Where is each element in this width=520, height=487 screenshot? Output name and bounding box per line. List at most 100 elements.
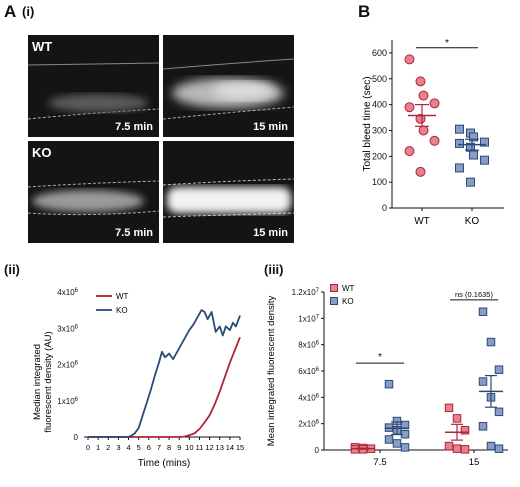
x-tick-label: 14 <box>226 443 234 452</box>
chart-bleed-time: 0 100 200 300 400 500 600 Total bleed time (sec… <box>362 38 504 227</box>
legend-label: WT <box>116 292 129 301</box>
data-point-ko <box>466 177 475 187</box>
panel-letter-a: A <box>4 2 17 21</box>
series-line-ko <box>88 309 241 438</box>
legend-label: WT <box>342 284 355 293</box>
legend-label: KO <box>116 306 128 315</box>
data-point-wt <box>404 102 415 113</box>
x-tick-label: 3 <box>116 443 120 452</box>
data-point-wt <box>404 146 415 157</box>
data-point-ko <box>384 379 394 389</box>
y-tick-label: 300 <box>372 125 387 135</box>
micrograph-time: 15 min <box>253 227 288 239</box>
micrograph-time: 15 min <box>253 121 288 133</box>
data-point-wt <box>418 90 429 101</box>
significance-label: * <box>445 38 449 49</box>
x-tick-label: 11 <box>196 443 204 452</box>
micrograph-ko-7-5: KO 7.5 min <box>28 141 159 243</box>
data-point-ko <box>494 444 504 453</box>
y-tick-label: 1.2x107 <box>292 288 320 297</box>
data-point-wt <box>418 125 429 136</box>
significance-label: * <box>378 352 382 363</box>
data-point-wt <box>415 166 426 177</box>
chart-mean-fluorescence: 0 2x106 4x106 6x106 8x106 1x107 1.2x107 Mean in… <box>266 284 508 468</box>
data-point-ko <box>455 138 464 148</box>
data-point-wt <box>404 54 415 65</box>
data-point-ko <box>400 443 410 452</box>
data-point-ko <box>469 132 478 142</box>
x-tick-label: WT <box>414 216 430 227</box>
data-point-wt <box>415 76 426 87</box>
data-point-ko <box>486 337 496 347</box>
y-axis-title: Mean integrated fluorescent density <box>266 296 277 447</box>
data-point-wt <box>415 113 426 124</box>
x-tick-label: 12 <box>205 443 213 452</box>
y-tick-label: 3x106 <box>57 324 78 333</box>
y-tick-label: 2x106 <box>57 361 78 370</box>
x-tick-label: 15 <box>469 457 480 468</box>
data-point-wt <box>452 444 462 453</box>
x-tick-label: 7.5 <box>373 457 386 468</box>
y-tick-label: 6x106 <box>298 367 319 376</box>
y-tick-label: 0 <box>315 446 320 455</box>
x-tick-label: KO <box>465 216 480 227</box>
micrograph-time: 7.5 min <box>115 227 153 239</box>
x-tick-label: 1 <box>96 443 100 452</box>
series-line-wt <box>88 336 241 438</box>
data-point-wt <box>444 441 454 451</box>
y-tick-label: 4x106 <box>298 393 319 402</box>
x-tick-label: 10 <box>185 443 193 452</box>
panel-label-a-ii: (ii) <box>4 262 20 277</box>
data-point-wt <box>444 403 454 413</box>
y-tick-label: 0 <box>382 203 387 213</box>
significance-label: ns (0.1635) <box>455 290 493 299</box>
y-tick-label: 600 <box>372 48 387 58</box>
y-tick-label: 1x106 <box>57 397 78 406</box>
panel-letter-b: B <box>358 2 371 21</box>
y-tick-label: 100 <box>372 177 387 187</box>
data-point-wt <box>452 414 462 423</box>
panel-label-a-i: (i) <box>22 4 35 19</box>
micrograph-label-ko: KO <box>32 145 52 160</box>
data-point-ko <box>392 439 402 448</box>
data-point-ko <box>480 155 489 165</box>
data-point-ko <box>480 137 489 147</box>
legend-label: KO <box>342 297 354 306</box>
data-point-ko <box>384 435 394 444</box>
y-tick-label: 2x106 <box>298 420 319 429</box>
y-tick-label: 1x107 <box>298 314 319 323</box>
x-tick-label: 2 <box>106 443 110 452</box>
x-axis-title: Time (mins) <box>138 458 190 469</box>
data-point-wt <box>429 135 440 146</box>
x-tick-label: 5 <box>137 443 141 452</box>
legend-swatch <box>330 284 338 292</box>
data-point-wt <box>460 445 470 454</box>
data-point-wt <box>429 98 440 109</box>
micrograph-wt-15: 15 min <box>163 35 294 137</box>
micrograph-time: 7.5 min <box>115 121 153 133</box>
micrograph-ko-15: 15 min <box>163 141 294 243</box>
data-point-ko <box>494 407 504 417</box>
legend-swatch <box>330 297 338 305</box>
y-tick-label: 0 <box>74 433 79 442</box>
panel-label-a-iii: (iii) <box>264 262 284 277</box>
x-tick-label: 4 <box>126 443 130 452</box>
data-point-ko <box>469 150 478 160</box>
data-point-wt <box>460 426 470 435</box>
x-tick-label: 9 <box>177 443 181 452</box>
y-tick-label: 500 <box>372 74 387 84</box>
data-point-ko <box>478 422 488 431</box>
data-point-ko <box>455 163 464 173</box>
x-tick-label: 8 <box>167 443 171 452</box>
y-tick-label: 200 <box>372 151 387 161</box>
y-axis-title: Median integratedfluorescent density (AU… <box>32 331 54 432</box>
x-tick-label: 7 <box>157 443 161 452</box>
y-tick-label: 4x106 <box>57 288 78 297</box>
data-point-ko <box>478 377 488 386</box>
data-point-ko <box>486 441 496 451</box>
x-tick-label: 6 <box>147 443 151 452</box>
y-axis-title: Total bleed time (sec) <box>362 76 373 171</box>
micrograph-wt-7-5: WT 7.5 min <box>28 35 159 137</box>
data-point-ko <box>478 307 488 316</box>
y-tick-label: 8x106 <box>298 341 319 350</box>
